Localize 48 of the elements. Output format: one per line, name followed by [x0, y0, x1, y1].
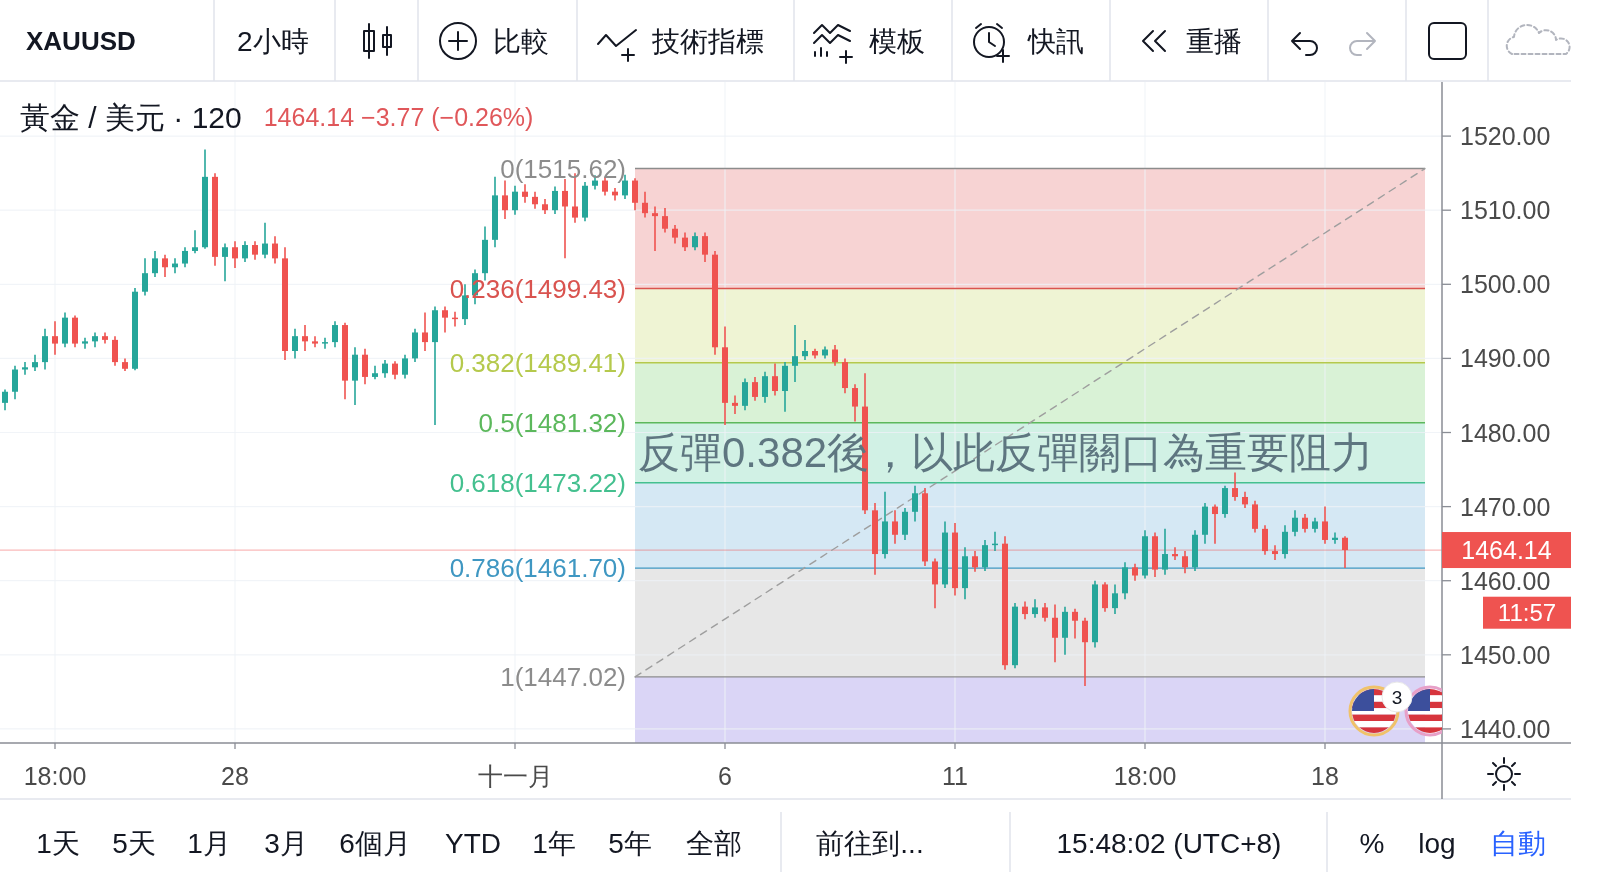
text: 自動	[1490, 827, 1546, 859]
x-tick-label: 18	[1311, 762, 1339, 790]
x-tick-label: 18:00	[23, 762, 87, 790]
text: 快訊	[1027, 25, 1084, 57]
y-tick-label: 1460.00	[1460, 566, 1551, 595]
x-tick-label: 十一月	[477, 762, 553, 790]
text: 5天	[112, 827, 156, 859]
x-tick-label: 18:00	[1113, 762, 1177, 790]
text: 1年	[532, 827, 576, 859]
ref-line-label: 1(1447.02)	[500, 661, 626, 692]
text: XAUUSD	[26, 26, 136, 56]
text: 1月	[187, 827, 231, 859]
y-tick-label: 1470.00	[1460, 492, 1551, 521]
x-tick-label: 6	[718, 762, 732, 790]
ref-line-label: 0.618(1473.22)	[449, 467, 626, 498]
text: 黃金 / 美元 · 120	[20, 100, 242, 134]
text: 全部	[686, 827, 742, 859]
y-tick-label: 1520.00	[1460, 122, 1551, 151]
text: 5年	[608, 827, 652, 859]
x-tick-label: 28	[221, 762, 249, 790]
text: 模板	[869, 25, 925, 57]
text: 6個月	[339, 827, 411, 859]
text: 前往到...	[816, 827, 924, 859]
ref-line-label: 0.786(1461.70)	[449, 553, 626, 584]
text: YTD	[445, 827, 501, 859]
x-tick-label: 11	[942, 762, 968, 790]
text: 重播	[1186, 25, 1242, 57]
y-tick-label: 1500.00	[1460, 270, 1551, 299]
annotation: 3	[1391, 686, 1403, 708]
text: 2小時	[237, 25, 309, 57]
y-tick-label: 1440.00	[1460, 714, 1551, 743]
text: 1464.14 −3.77 (−0.26%)	[263, 103, 534, 131]
ref-line-label: 0.382(1489.41)	[449, 347, 626, 378]
text: 15:48:02 (UTC+8)	[1056, 827, 1282, 859]
y-tick-label: 1510.00	[1460, 196, 1551, 225]
text: log	[1418, 827, 1456, 859]
y-tick-label: 1480.00	[1460, 418, 1551, 447]
text: %	[1359, 827, 1385, 859]
y-tick-label: 1450.00	[1460, 640, 1551, 669]
text: 3月	[264, 827, 308, 859]
text: 技術指標	[651, 25, 764, 57]
ref-line-label: 1464.14	[1461, 536, 1552, 565]
ref-line-label: 0.5(1481.32)	[478, 407, 626, 438]
y-tick-label: 1490.00	[1460, 344, 1551, 373]
text: 1天	[36, 827, 80, 859]
text: 比較	[493, 25, 549, 57]
text: 11:57	[1497, 599, 1557, 627]
ref-line-label: 0(1515.62)	[500, 153, 626, 184]
